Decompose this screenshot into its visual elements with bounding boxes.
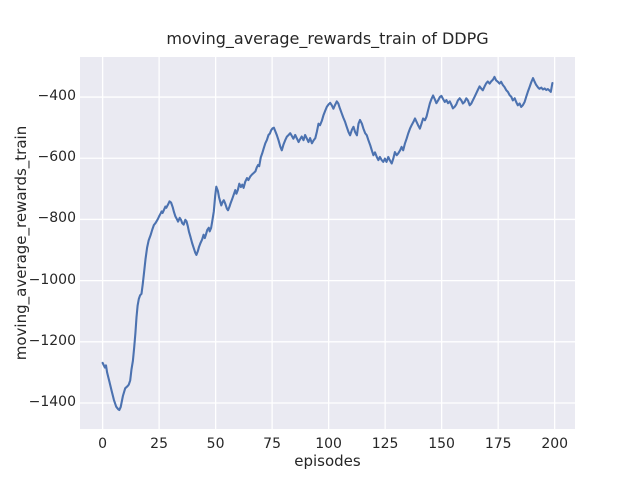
x-axis-label: episodes [294,452,361,470]
x-tick-label: 0 [98,436,108,452]
plot-area [80,57,575,429]
y-tick-label: −400 [37,88,76,105]
x-tick-label: 175 [484,436,512,452]
y-tick-label: −1400 [28,394,76,410]
series-line-moving_average_rewards_train [101,75,554,412]
x-tick-label: 25 [150,436,168,452]
grid-lines [80,57,575,429]
chart-title: moving_average_rewards_train of DDPG [166,29,489,48]
x-tick-label: 100 [315,436,342,452]
x-tick-label: 150 [428,436,455,452]
y-axis-label: moving_average_rewards_train [12,125,30,361]
x-tick-label: 125 [371,436,399,452]
y-tick-label: −600 [37,149,76,166]
x-tick-label: 75 [263,436,281,452]
x-tick-label: 200 [541,436,569,452]
y-tick-label: −1200 [28,332,76,349]
x-tick-label: 50 [206,436,225,452]
y-tick-label: −800 [37,210,76,227]
y-tick-label: −1000 [28,271,76,288]
